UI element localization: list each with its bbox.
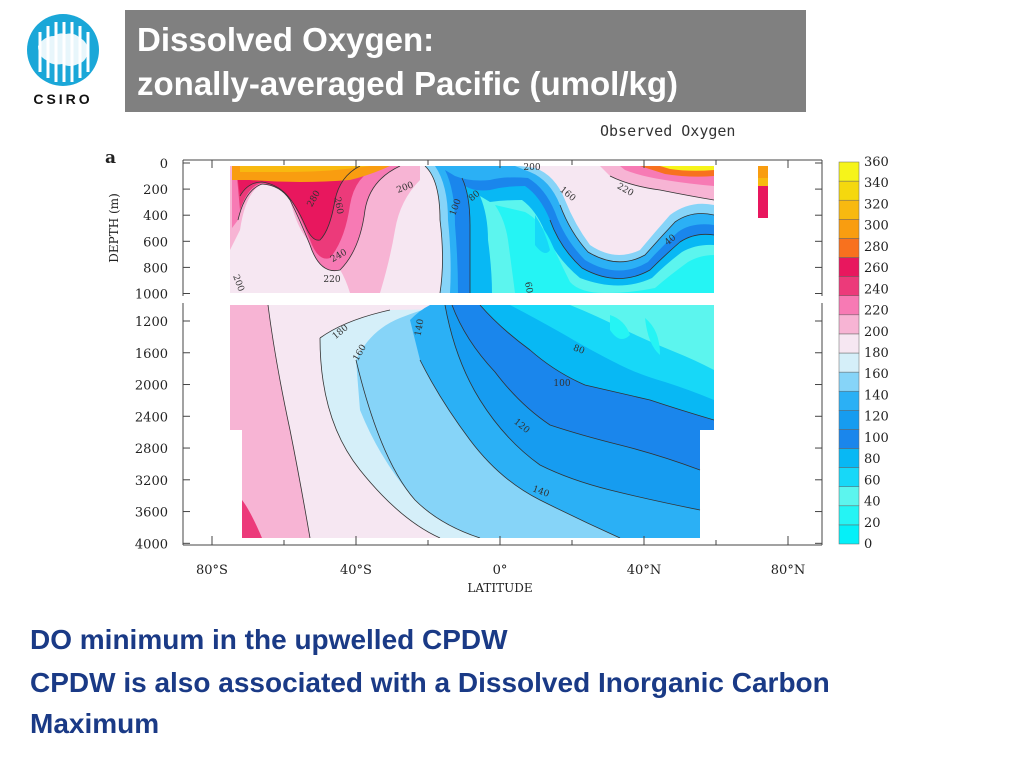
colorbar-swatch	[838, 448, 860, 468]
colorbar-swatch	[838, 295, 860, 316]
figure-caption: Observed Oxygen	[600, 122, 736, 140]
upper-panel	[230, 166, 714, 293]
colorbar-swatch	[838, 429, 860, 449]
colorbar-swatch	[838, 161, 860, 182]
colorbar-label: 60	[864, 473, 881, 488]
logo-text: CSIRO	[33, 91, 93, 107]
arctic-strip	[758, 166, 768, 218]
colorbar-swatch	[838, 257, 860, 277]
y-tick-label: 3600	[135, 506, 168, 521]
colorbar-swatch	[838, 410, 860, 430]
x-ticks: 80°S 40°S 0° 40°N 80°N	[196, 160, 805, 578]
x-tick-label: 0°	[493, 563, 508, 578]
contour-label: 60	[522, 281, 534, 294]
colorbar-label: 320	[864, 197, 889, 212]
colorbar-swatch	[838, 371, 860, 392]
y-ticks-lower: 1200 1600 2000 2400 2800 3200 3600 4000	[135, 315, 822, 552]
y-tick-label: 3200	[135, 474, 168, 489]
y-tick-label: 2400	[135, 410, 168, 425]
colorbar: 0 20 40 60 80 100 120 140 160 180 200 220 240 260 280 3…	[838, 155, 889, 552]
colorbar-swatch	[838, 524, 860, 545]
colorbar-label: 140	[864, 388, 889, 403]
x-axis-title: LATITUDE	[467, 581, 532, 595]
colorbar-swatch	[838, 314, 860, 335]
title-box: Dissolved Oxygen: zonally-averaged Pacif…	[125, 10, 806, 112]
bullet-line-3: Maximum	[30, 708, 160, 739]
x-tick-label: 40°S	[340, 563, 372, 578]
csiro-logo: CSIRO	[20, 12, 106, 108]
contour-label: 220	[323, 275, 340, 285]
colorbar-label: 360	[864, 155, 889, 170]
colorbar-swatch	[838, 333, 860, 354]
slide-title-line1: Dissolved Oxygen:	[137, 21, 435, 58]
y-tick-label: 2000	[135, 379, 168, 394]
colorbar-label: 180	[864, 346, 889, 361]
contour-label: 80	[572, 343, 586, 356]
y-tick-label: 200	[143, 183, 168, 198]
y-tick-label: 1600	[135, 347, 168, 362]
y-tick-label: 4000	[135, 537, 168, 552]
y-tick-label: 0	[160, 157, 168, 172]
lower-panel	[230, 305, 714, 538]
y-tick-label: 1000	[135, 288, 168, 303]
colorbar-label: 20	[864, 516, 881, 531]
y-tick-label: 2800	[135, 442, 168, 457]
bullet-line-2: CPDW is also associated with a Dissolved…	[30, 667, 830, 698]
colorbar-label: 40	[864, 495, 881, 510]
colorbar-swatch	[838, 180, 860, 201]
colorbar-swatch	[838, 390, 860, 411]
bullet-line-1: DO minimum in the upwelled CPDW	[30, 624, 508, 655]
y-tick-label: 600	[143, 235, 168, 250]
colorbar-label: 280	[864, 240, 889, 255]
colorbar-swatch	[838, 238, 860, 258]
colorbar-label: 200	[864, 325, 889, 340]
y-axis-title: DEPTH (m)	[107, 193, 121, 262]
colorbar-swatch	[838, 276, 860, 296]
slide-title-line2: zonally-averaged Pacific (umol/kg)	[137, 65, 678, 102]
colorbar-label: 300	[864, 219, 889, 234]
colorbar-label: 220	[864, 304, 889, 319]
colorbar-label: 0	[864, 537, 872, 552]
y-tick-label: 800	[143, 261, 168, 276]
colorbar-label: 80	[864, 452, 881, 467]
colorbar-swatch	[838, 352, 860, 373]
colorbar-swatch	[838, 505, 860, 526]
colorbar-swatch	[838, 199, 860, 220]
contour-label: 140	[414, 318, 427, 337]
x-tick-label: 80°S	[196, 563, 228, 578]
colorbar-label: 100	[864, 431, 889, 446]
panel-letter: a	[105, 148, 117, 168]
colorbar-swatch	[838, 467, 860, 487]
colorbar-label: 160	[864, 367, 889, 382]
y-tick-label: 1200	[135, 315, 168, 330]
x-tick-label: 80°N	[771, 563, 805, 578]
colorbar-swatch	[838, 219, 860, 239]
colorbar-label: 240	[864, 282, 889, 297]
contour-label: 260	[332, 196, 345, 215]
y-tick-label: 400	[143, 209, 168, 224]
x-tick-label: 40°N	[627, 563, 661, 578]
colorbar-swatch	[838, 486, 860, 507]
y-ticks-upper: 0 200 400 600 800 1000	[135, 157, 822, 303]
colorbar-label: 120	[864, 410, 889, 425]
colorbar-label: 340	[864, 176, 889, 191]
colorbar-label: 260	[864, 261, 889, 276]
contour-label: 200	[523, 163, 540, 173]
contour-label: 100	[553, 379, 570, 389]
